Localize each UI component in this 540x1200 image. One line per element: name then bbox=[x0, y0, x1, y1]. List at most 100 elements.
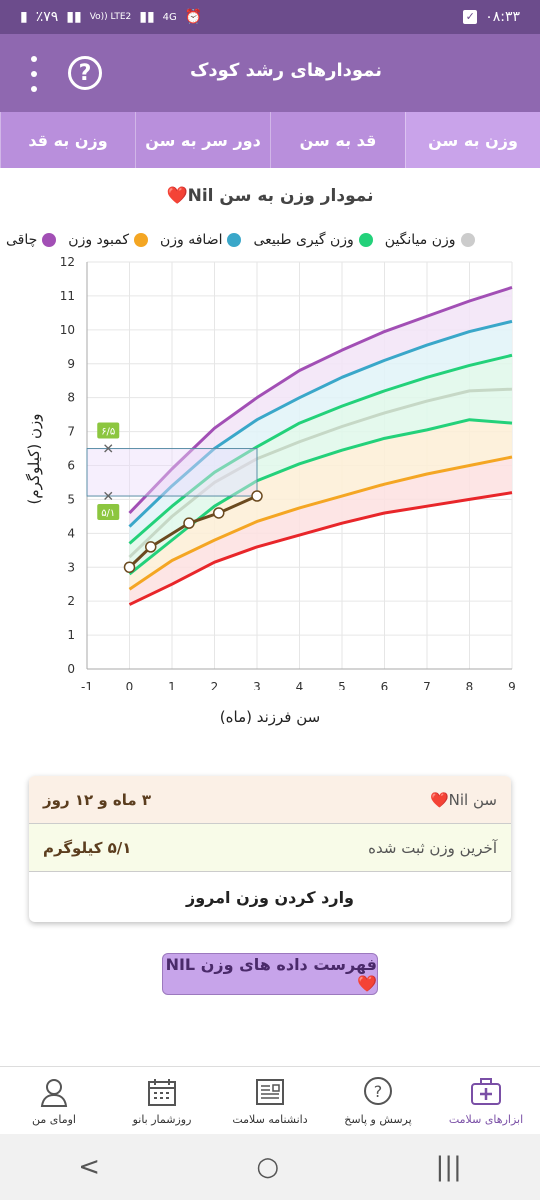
app-bar: ? نمودارهای رشد کودک bbox=[0, 34, 540, 112]
x-tick-label: 6 bbox=[381, 680, 389, 690]
clock: ۰۸:۳۳ bbox=[485, 9, 520, 25]
legend-item-obesity[interactable]: چاقی bbox=[6, 232, 57, 248]
battery-icon: ▮ bbox=[20, 9, 28, 25]
chart-band bbox=[129, 389, 512, 575]
child-weight-point bbox=[213, 507, 225, 519]
chart-title: نمودار وزن به سن Nil❤️ bbox=[166, 186, 374, 206]
series-line bbox=[128, 353, 513, 545]
page-title: نمودارهای رشد کودک bbox=[189, 60, 382, 81]
bottom-nav: ابزارهای سلامت ? پرسش و پاسخ دانشنامه سل… bbox=[0, 1066, 540, 1134]
signal-icon-2: ▮▮ bbox=[139, 9, 155, 25]
nav-label: دانشنامه سلامت bbox=[232, 1113, 308, 1126]
chart-legend: چاقی کمبود وزن اضافه وزن وزن گیری طبیعی … bbox=[0, 228, 540, 252]
marker-badge-high bbox=[97, 422, 120, 439]
marker-label-high: ۶/۵ bbox=[101, 427, 115, 438]
x-tick-label: 3 bbox=[253, 680, 261, 690]
marker-label-low: ۵/۱ bbox=[101, 508, 115, 519]
chart-band bbox=[129, 287, 512, 527]
legend-dot bbox=[227, 233, 242, 247]
last-weight-label: آخرین وزن ثبت شده bbox=[368, 838, 497, 857]
y-axis-title: وزن (کیلوگرم) bbox=[25, 413, 43, 505]
y-tick-label: 8 bbox=[67, 391, 75, 405]
y-tick-label: 9 bbox=[67, 357, 75, 371]
x-tick-label: 2 bbox=[211, 680, 219, 690]
more-vert-icon[interactable] bbox=[26, 56, 42, 92]
status-right: ✓ ۰۸:۳۳ bbox=[463, 9, 520, 25]
chart-band bbox=[129, 457, 512, 605]
calendar-icon bbox=[148, 1079, 176, 1106]
legend-item-average[interactable]: وزن میانگین bbox=[385, 232, 475, 248]
y-axis-title-wrap: وزن (کیلوگرم) bbox=[24, 400, 44, 520]
first-aid-kit-icon bbox=[471, 1078, 501, 1105]
y-tick-label: 5 bbox=[67, 492, 75, 506]
user-avatar-icon bbox=[40, 1079, 68, 1107]
child-weight-point bbox=[145, 541, 157, 553]
y-tick-label: 4 bbox=[67, 526, 75, 540]
x-tick-label: 4 bbox=[296, 680, 304, 690]
series-line bbox=[128, 319, 513, 528]
nav-calendar[interactable]: روزشمار بانو bbox=[108, 1067, 216, 1134]
y-tick-label: 1 bbox=[67, 628, 75, 642]
legend-dot bbox=[42, 233, 57, 247]
legend-label: چاقی bbox=[6, 232, 38, 248]
legend-item-underweight[interactable]: کمبود وزن bbox=[68, 232, 148, 248]
nav-label: ابزارهای سلامت bbox=[448, 1113, 524, 1126]
network-type: 4G bbox=[162, 11, 177, 23]
x-tick-label: 5 bbox=[338, 680, 346, 690]
alarm-icon: ⏰ bbox=[184, 9, 203, 25]
legend-label: وزن گیری طبیعی bbox=[253, 232, 354, 248]
y-tick-label: 7 bbox=[67, 425, 75, 439]
tab-weight-for-height[interactable]: وزن به قد bbox=[0, 112, 135, 168]
marker-badge-low bbox=[97, 504, 120, 521]
y-tick-label: 10 bbox=[60, 323, 75, 337]
volte-indicator: Vo)) LTE2 bbox=[89, 12, 132, 22]
legend-item-normal[interactable]: وزن گیری طبیعی bbox=[253, 232, 373, 248]
marker-x-low: ✕ bbox=[102, 489, 114, 505]
x-tick-label: 7 bbox=[423, 680, 431, 690]
weight-list-button[interactable]: فهرست داده های وزن NIL❤️ bbox=[162, 953, 378, 995]
nav-label: پرسش و پاسخ bbox=[344, 1113, 412, 1126]
y-tick-label: 3 bbox=[67, 560, 75, 574]
enter-weight-button[interactable]: وارد کردن وزن امروز bbox=[186, 887, 354, 907]
x-tick-label: 9 bbox=[508, 680, 516, 690]
y-tick-label: 0 bbox=[67, 662, 75, 676]
notification-check-icon: ✓ bbox=[463, 10, 478, 24]
chart-band bbox=[129, 355, 512, 558]
nav-qa[interactable]: ? پرسش و پاسخ bbox=[324, 1067, 432, 1134]
child-weight-point bbox=[251, 490, 263, 502]
question-circle-icon[interactable]: ? bbox=[68, 56, 102, 90]
info-card: سن Nil❤️ ۳ ماه و ۱۲ روز آخرین وزن ثبت شد… bbox=[29, 776, 511, 922]
child-weight-point bbox=[123, 561, 136, 573]
nav-health-tools[interactable]: ابزارهای سلامت bbox=[432, 1067, 540, 1134]
age-row: سن Nil❤️ ۳ ماه و ۱۲ روز bbox=[29, 776, 511, 824]
legend-label: وزن میانگین bbox=[384, 232, 456, 248]
tab-height-for-age[interactable]: قد به سن bbox=[270, 112, 405, 168]
legend-item-overweight[interactable]: اضافه وزن bbox=[160, 232, 242, 248]
range-box bbox=[86, 448, 258, 497]
y-tick-label: 12 bbox=[60, 255, 75, 269]
series-line bbox=[128, 455, 513, 591]
back-button[interactable]: < bbox=[78, 1152, 100, 1182]
weight-row: آخرین وزن ثبت شده ۵/۱ کیلوگرم bbox=[29, 824, 511, 872]
y-tick-label: 11 bbox=[60, 289, 75, 303]
x-axis-title: سن فرزند (ماه) bbox=[219, 708, 321, 726]
tab-bar: وزن به سن قد به سن دور سر به سن وزن به ق… bbox=[0, 112, 540, 168]
status-left: ▮ ٪۷۹ ▮▮ Vo)) LTE2 ▮▮ 4G ⏰ bbox=[20, 9, 202, 25]
tab-head-circumference[interactable]: دور سر به سن bbox=[135, 112, 270, 168]
recent-apps-button[interactable]: ||| bbox=[435, 1152, 462, 1182]
newspaper-icon bbox=[256, 1079, 284, 1105]
legend-dot bbox=[133, 233, 148, 247]
home-button[interactable]: ○ bbox=[256, 1152, 280, 1182]
nav-profile[interactable]: اومای من bbox=[0, 1067, 108, 1134]
chart-band bbox=[129, 419, 512, 590]
nav-label: اومای من bbox=[32, 1113, 76, 1126]
legend-dot bbox=[358, 233, 373, 247]
status-bar: ▮ ٪۷۹ ▮▮ Vo)) LTE2 ▮▮ 4G ⏰ ✓ ۰۸:۳۳ bbox=[0, 0, 540, 34]
svg-text:?: ? bbox=[374, 1082, 383, 1101]
tab-weight-for-age[interactable]: وزن به سن bbox=[405, 112, 540, 168]
nav-encyclopedia[interactable]: دانشنامه سلامت bbox=[216, 1067, 324, 1134]
system-nav-bar: < ○ ||| bbox=[0, 1134, 540, 1200]
question-bubble-icon: ? bbox=[364, 1077, 392, 1105]
nav-label: روزشمار بانو bbox=[132, 1113, 192, 1126]
